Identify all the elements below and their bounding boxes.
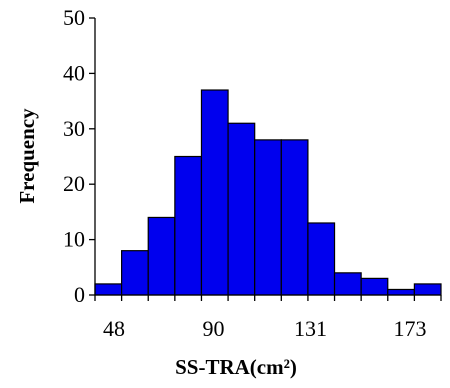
y-tick-label: 10: [63, 227, 85, 252]
histogram-bar: [174, 155, 203, 296]
x-tick-label: 131: [294, 316, 327, 341]
histogram-bar: [280, 139, 309, 296]
histogram-bar: [333, 272, 362, 296]
histogram-bar: [387, 288, 415, 296]
y-tick-label: 40: [63, 60, 85, 85]
y-ticks-group: 0 10 20 30 40 50: [63, 5, 95, 307]
y-tick-label: 20: [63, 171, 85, 196]
bars-group: [94, 89, 442, 296]
y-tick-label: 30: [63, 116, 85, 141]
histogram-bar: [94, 283, 123, 296]
x-tick-label: 90: [202, 316, 224, 341]
x-tick-label: 173: [394, 316, 427, 341]
histogram-bar: [121, 250, 149, 296]
histogram-bar: [227, 122, 256, 296]
histogram-bar: [200, 89, 229, 296]
histogram-bar: [307, 222, 336, 296]
y-tick-label: 50: [63, 5, 85, 30]
histogram-bar: [360, 277, 389, 296]
y-tick-label: 0: [74, 282, 85, 307]
x-tick-label: 48: [103, 316, 125, 341]
x-axis-title: SS-TRA(cm²): [175, 355, 297, 379]
x-ticks-group: 48 90 131 173: [94, 295, 442, 341]
histogram-bar: [413, 283, 442, 296]
histogram-bar: [254, 139, 282, 296]
histogram-bar: [147, 216, 176, 296]
y-axis-title: Frequency: [15, 108, 39, 204]
